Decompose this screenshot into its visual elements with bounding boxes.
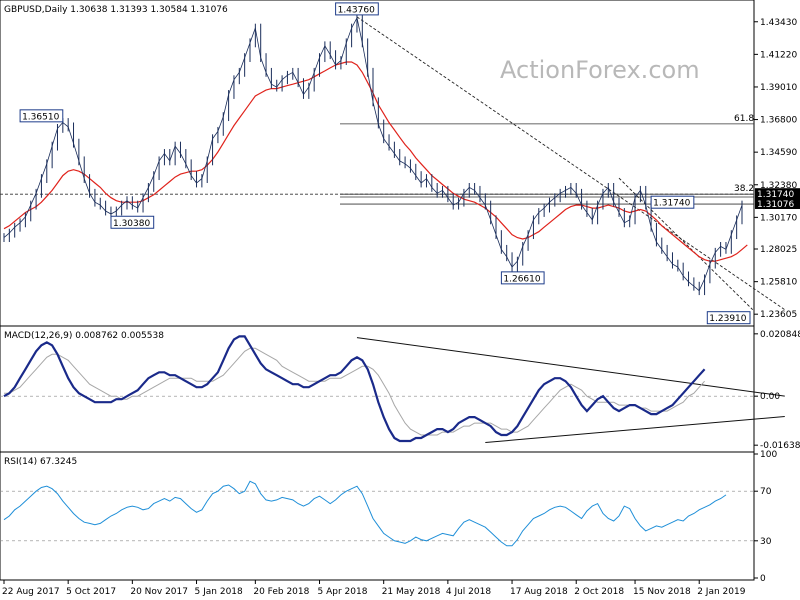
price-close-line	[3, 16, 743, 292]
price-tick-label: 1.32380	[760, 181, 797, 191]
price-tick-label: 1.23605	[760, 310, 797, 320]
rsi-tick-label: 30	[760, 537, 772, 547]
swing-price-box	[650, 195, 695, 209]
price-tick-label: 1.34590	[760, 148, 797, 158]
current-price-box	[755, 197, 800, 209]
fib-label: 38.2	[734, 184, 754, 194]
date-tick-label: 21 May 2018	[382, 587, 441, 597]
price-tick-label: 1.43430	[760, 18, 797, 28]
date-tick-label: 22 Aug 2017	[2, 587, 60, 597]
swing-price-label: 1.26610	[503, 274, 540, 284]
price-panel-frame	[0, 0, 755, 327]
price-tick-label: 1.30170	[760, 213, 797, 223]
date-tick-label: 20 Nov 2017	[130, 587, 188, 597]
price-tick-label: 1.36800	[760, 116, 797, 126]
swing-price-label: 1.30380	[113, 219, 150, 229]
macd-panel-frame	[0, 325, 755, 453]
swing-price-box	[500, 271, 545, 285]
macd-trendline	[485, 416, 785, 444]
swing-price-label: 1.31740	[653, 199, 690, 209]
date-tick-label: 2 Oct 2018	[574, 587, 624, 597]
price-tick-label: 1.39010	[760, 83, 797, 93]
current-price-label: 1.31740	[757, 190, 794, 200]
macd-tick-label: 0.00	[760, 392, 780, 402]
date-tick-label: 17 Aug 2018	[510, 587, 568, 597]
current-price-box	[755, 188, 800, 200]
date-tick-label: 5 Oct 2017	[66, 587, 116, 597]
macd-line	[3, 335, 706, 443]
swing-price-label: 1.36510	[22, 112, 59, 122]
swing-price-label: 1.23910	[709, 314, 746, 324]
date-tick-label: 5 Jan 2018	[195, 587, 243, 597]
watermark: ActionForex.com	[500, 56, 700, 84]
rsi-tick-label: 0	[760, 574, 766, 584]
current-price-label: 1.31076	[757, 200, 794, 210]
date-tick-label: 15 Nov 2018	[633, 587, 691, 597]
swing-price-box	[335, 2, 379, 16]
rsi-line	[3, 480, 727, 547]
date-tick-label: 4 Jul 2018	[446, 587, 491, 597]
rsi-panel-frame	[0, 451, 755, 581]
date-tick-label: 2 Jan 2019	[697, 587, 745, 597]
fib-label: 61.8	[734, 114, 754, 124]
price-tick-label: 1.41220	[760, 50, 797, 60]
price-tick-label: 1.25810	[760, 278, 797, 288]
price-tick-label: 1.28025	[760, 245, 797, 255]
moving-average-line	[3, 61, 748, 262]
macd-trendline	[356, 337, 785, 397]
rsi-header: RSI(14) 67.3245	[4, 457, 77, 467]
rsi-tick-label: 70	[760, 487, 772, 497]
macd-tick-label: 0.020848	[760, 330, 800, 340]
macd-header: MACD(12,26,9) 0.008762 0.005538	[4, 331, 164, 341]
swing-price-box	[110, 215, 155, 229]
date-tick-label: 5 Apr 2018	[318, 587, 368, 597]
macd-tick-label: -0.016389	[760, 441, 800, 451]
swing-price-box	[19, 109, 64, 123]
rsi-tick-label: 100	[760, 450, 777, 460]
trend-channel-lower	[618, 177, 754, 311]
date-tick-label: 20 Feb 2018	[253, 587, 309, 597]
swing-price-label: 1.43760	[338, 5, 375, 15]
swing-price-box	[706, 311, 751, 325]
price-header: GBPUSD,Daily 1.30638 1.31393 1.30584 1.3…	[4, 5, 228, 15]
